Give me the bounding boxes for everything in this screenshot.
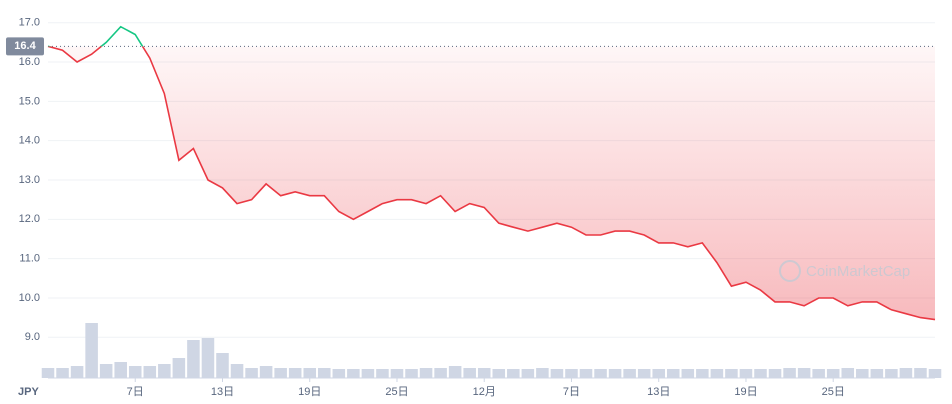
y-tick-label: 9.0 bbox=[25, 331, 40, 343]
volume-bar bbox=[536, 368, 549, 378]
volume-bar bbox=[463, 368, 476, 378]
volume-bar bbox=[376, 369, 389, 378]
volume-bar bbox=[768, 369, 782, 378]
volume-bar bbox=[128, 366, 142, 378]
volume-bar bbox=[230, 364, 244, 378]
volume-bar bbox=[70, 366, 84, 378]
volume-bar bbox=[870, 369, 884, 378]
x-tick-label: 13日 bbox=[211, 386, 234, 398]
baseline-badge bbox=[6, 37, 44, 56]
price-area bbox=[48, 46, 935, 320]
volume-bar bbox=[390, 369, 404, 378]
volume-bar bbox=[158, 364, 171, 378]
volume-bar bbox=[114, 362, 127, 378]
volume-bar bbox=[681, 369, 695, 378]
volume-bar bbox=[201, 338, 215, 378]
volume-bar bbox=[696, 369, 709, 378]
volume-bar bbox=[434, 368, 447, 378]
volume-bar bbox=[652, 369, 665, 378]
volume-bar bbox=[187, 340, 200, 378]
volume-bar bbox=[841, 368, 855, 378]
volume-bar bbox=[637, 369, 651, 378]
volume-bar bbox=[274, 368, 287, 378]
watermark-logo bbox=[779, 260, 801, 282]
x-tick-label: 19日 bbox=[298, 386, 321, 398]
volume-bar bbox=[565, 369, 578, 378]
volume-bar bbox=[783, 368, 796, 378]
volume-bar bbox=[332, 369, 346, 378]
volume-bar bbox=[899, 368, 913, 378]
volume-bar bbox=[739, 369, 753, 378]
volume-bar bbox=[99, 364, 113, 378]
x-tick-label: 7日 bbox=[127, 386, 144, 398]
volume-bar bbox=[928, 369, 942, 378]
volume-bar bbox=[812, 369, 825, 378]
volume-bar bbox=[914, 368, 927, 378]
y-tick-label: 14.0 bbox=[19, 135, 40, 147]
volume-bar bbox=[725, 369, 738, 378]
volume-bar bbox=[594, 369, 607, 378]
volume-bar bbox=[405, 369, 418, 378]
x-tick-label: 12月 bbox=[473, 386, 496, 398]
currency-label: JPY bbox=[18, 386, 39, 398]
x-tick-label: 25日 bbox=[822, 386, 845, 398]
y-tick-label: 13.0 bbox=[19, 174, 40, 186]
volume-bar bbox=[216, 353, 229, 378]
volume-bar bbox=[608, 369, 622, 378]
x-tick-label: 25日 bbox=[385, 386, 408, 398]
x-tick-label: 7日 bbox=[563, 386, 580, 398]
volume-bar bbox=[623, 369, 636, 378]
x-tick-label: 19日 bbox=[734, 386, 757, 398]
volume-bar bbox=[477, 368, 491, 378]
volume-bar bbox=[521, 369, 535, 378]
volume-bar bbox=[507, 369, 520, 378]
volume-bar bbox=[666, 369, 680, 378]
volume-bar bbox=[245, 368, 258, 378]
volume-bar bbox=[143, 366, 157, 378]
volume-bar bbox=[754, 369, 767, 378]
volume-bar bbox=[85, 323, 98, 378]
y-tick-label: 16.0 bbox=[19, 56, 40, 68]
volume-bar bbox=[826, 369, 840, 378]
volume-bar bbox=[885, 369, 898, 378]
volume-bar bbox=[288, 368, 302, 378]
volume-bar bbox=[419, 368, 433, 378]
volume-bar bbox=[347, 369, 360, 378]
price-line bbox=[47, 46, 936, 321]
volume-bar bbox=[550, 369, 564, 378]
volume-bar bbox=[579, 369, 593, 378]
y-tick-label: 15.0 bbox=[19, 95, 40, 107]
volume-bar bbox=[710, 369, 724, 378]
y-tick-label: 12.0 bbox=[19, 213, 40, 225]
volume-bar bbox=[56, 368, 69, 378]
volume-bar bbox=[797, 368, 811, 378]
volume-bar bbox=[448, 366, 462, 378]
volume-bar bbox=[259, 366, 273, 378]
volume-bar bbox=[41, 368, 55, 378]
volume-bar bbox=[856, 369, 869, 378]
volume-bar bbox=[303, 368, 317, 378]
x-tick-label: 13日 bbox=[647, 386, 670, 398]
baseline-label: 16.4 bbox=[14, 40, 36, 52]
volume-bar bbox=[361, 369, 375, 378]
y-tick-label: 11.0 bbox=[19, 253, 40, 265]
volume-bar bbox=[172, 358, 186, 378]
y-tick-label: 10.0 bbox=[19, 292, 40, 304]
volume-bar bbox=[492, 369, 506, 378]
volume-bar bbox=[318, 368, 331, 378]
y-tick-label: 17.0 bbox=[19, 17, 40, 29]
watermark: CoinMarketCap bbox=[806, 263, 910, 280]
